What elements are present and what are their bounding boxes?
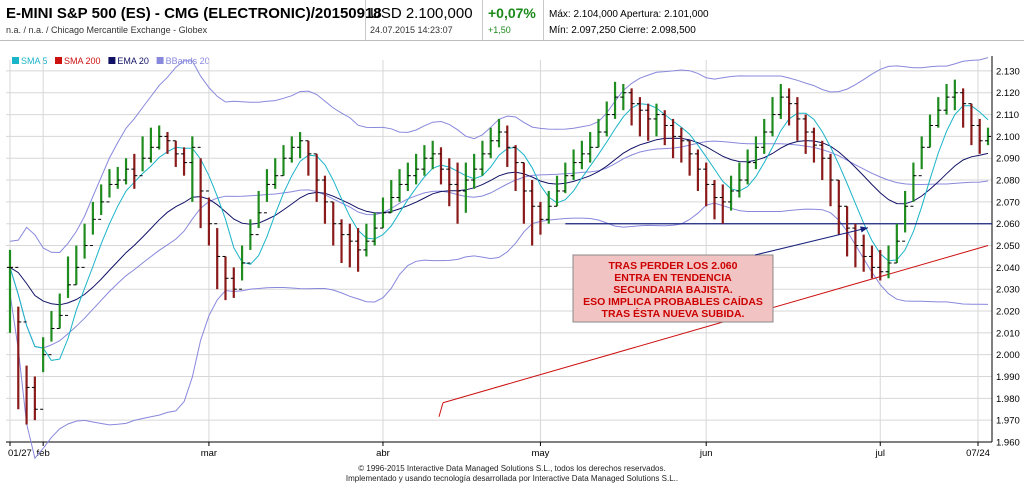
y-tick-label: 2.100 <box>996 132 1020 143</box>
sma200-line <box>442 245 989 404</box>
y-tick-label: 2.010 <box>996 328 1020 339</box>
ema20-line <box>9 137 989 306</box>
header-divider <box>543 0 544 40</box>
instrument-title: E-MINI S&P 500 (ES) - CMG (ELECTRONIC)/2… <box>6 5 382 22</box>
x-tick-label: 07/24 <box>966 448 990 459</box>
legend-swatch <box>12 57 19 64</box>
annotation-box <box>572 254 774 323</box>
y-tick-label: 2.060 <box>996 219 1020 230</box>
annotation-text: SECUNDARIA BAJISTA. <box>613 284 733 296</box>
y-tick-label: 2.050 <box>996 241 1020 252</box>
legend-swatch <box>156 57 164 64</box>
x-tick-label: mar <box>201 448 217 459</box>
y-tick-label: 2.130 <box>996 66 1020 77</box>
annotation-text: ESO IMPLICA PROBABLES CAÍDAS <box>583 295 763 308</box>
y-tick-label: 2.070 <box>996 197 1020 208</box>
y-tick-label: 2.120 <box>996 88 1020 99</box>
legend-swatch <box>55 57 62 64</box>
legend-label: EMA 20 <box>117 56 149 66</box>
y-tick-label: 2.000 <box>996 350 1020 361</box>
ohlc-bars <box>7 79 991 425</box>
annotation-text: TRAS ÉSTA NUEVA SUBIDA. <box>602 307 745 320</box>
legend-label: SMA 5 <box>21 56 48 66</box>
y-tick-label: 1.960 <box>996 438 1020 449</box>
change-percent: +0,07% <box>488 5 536 21</box>
annotation-text: TRAS PERDER LOS 2.060 <box>609 260 738 272</box>
y-tick-label: 1.980 <box>996 394 1020 405</box>
y-tick-label: 2.110 <box>996 110 1019 121</box>
y-tick-label: 2.030 <box>996 285 1020 296</box>
bband-lower-line <box>9 202 989 460</box>
sma200-line <box>438 402 444 417</box>
x-axis: 01/27 feb mar abr may jun jul 07/24 <box>6 441 992 459</box>
x-tick-label: jul <box>874 448 885 459</box>
x-tick-label: may <box>531 448 549 459</box>
annotation-text: ENTRA EN TENDENCIA <box>614 272 732 284</box>
indicator-lines <box>9 103 992 417</box>
y-tick-label: 2.090 <box>996 154 1020 165</box>
quote-timestamp: 24.07.2015 14:23:07 <box>370 25 453 35</box>
exchange-subtitle: n.a. / n.a. / Chicago Mercantile Exchang… <box>6 25 208 35</box>
quote-header: E-MINI S&P 500 (ES) - CMG (ELECTRONIC)/2… <box>0 0 1024 41</box>
x-tick-label: feb <box>37 448 50 459</box>
annotation-arrowhead <box>860 226 868 233</box>
price-chart: SMA 5 SMA 200 EMA 20 BBands 20 1.9601.9701.… <box>6 56 1020 460</box>
y-tick-label: 2.080 <box>996 176 1020 187</box>
sma5-line <box>9 103 989 361</box>
y-tick-label: 2.040 <box>996 263 1020 274</box>
legend-label: SMA 200 <box>64 56 101 66</box>
change-absolute: +1,50 <box>488 25 511 35</box>
y-tick-label: 1.990 <box>996 372 1020 383</box>
stats-low-close: Mín: 2.097,250 Cierre: 2.098,500 <box>549 25 696 36</box>
x-tick-label: 01/27 <box>8 448 32 459</box>
legend-swatch <box>108 57 116 64</box>
x-tick-label: abr <box>376 448 390 459</box>
y-tick-label: 2.020 <box>996 307 1020 318</box>
annotation-arrow <box>754 227 869 256</box>
chart-grid <box>6 60 992 443</box>
y-axis: 1.960 1.970 1.980 1.990 2.000 2.010 2.020 2.030… <box>991 56 1020 449</box>
y-tick-label: 1.970 <box>996 416 1020 427</box>
header-divider <box>365 0 366 40</box>
x-tick-label: jun <box>699 448 713 459</box>
copyright-line: © 1996-2015 Interactive Data Managed Sol… <box>358 464 666 473</box>
stats-high-open: Máx: 2.104,000 Apertura: 2.101,000 <box>549 9 709 20</box>
header-divider <box>482 0 483 40</box>
last-price: USD 2.100,000 <box>370 5 473 22</box>
bband-middle-line <box>9 140 989 349</box>
implementation-line: Implementado y usando tecnología desarro… <box>345 474 679 483</box>
